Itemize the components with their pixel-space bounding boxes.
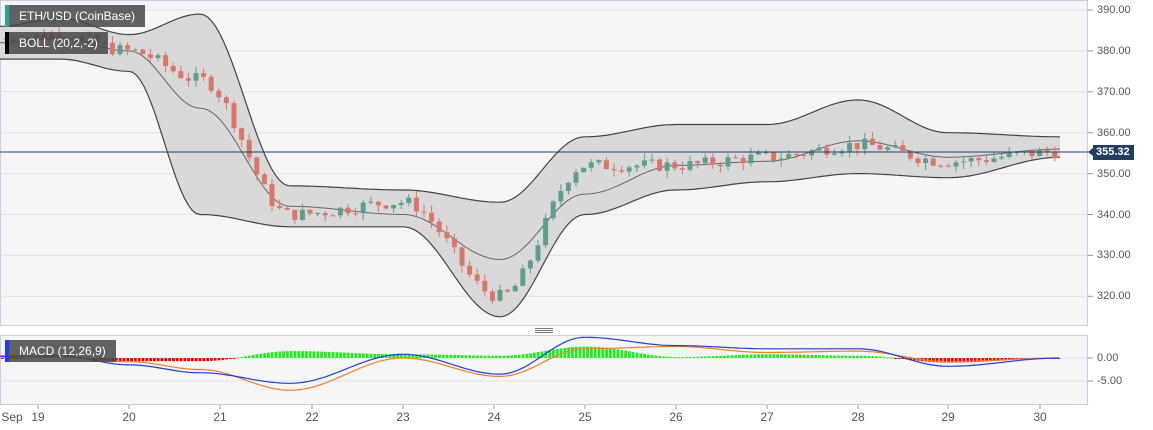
time-tick: 24 bbox=[487, 410, 501, 424]
time-tick: 20 bbox=[122, 410, 136, 424]
time-tick: 26 bbox=[669, 410, 683, 424]
macd-legend[interactable]: MACD (12,26,9) bbox=[5, 340, 116, 362]
macd-plot-area[interactable] bbox=[0, 335, 1088, 405]
price-tick: 380.00 bbox=[1097, 45, 1131, 57]
bollinger-lower-line bbox=[0, 58, 1061, 318]
boll-legend-label: BOLL (20,2,-2) bbox=[19, 36, 98, 50]
macd-color-marker bbox=[5, 340, 9, 362]
symbol-color-marker bbox=[5, 5, 9, 27]
boll-color-marker bbox=[5, 32, 9, 54]
macd-signal-line bbox=[0, 345, 1059, 391]
macd-line bbox=[0, 336, 1059, 384]
macd-histogram bbox=[1, 346, 1061, 363]
time-tick: 19 bbox=[31, 410, 45, 424]
macd-tick: -5.00 bbox=[1097, 375, 1123, 387]
time-tick: 23 bbox=[396, 410, 410, 424]
macd-tick: 0.00 bbox=[1097, 352, 1119, 364]
time-tick: 22 bbox=[305, 410, 319, 424]
time-tick: 28 bbox=[851, 410, 865, 424]
price-tick: 370.00 bbox=[1097, 86, 1131, 98]
pane-resize-handle[interactable] bbox=[535, 328, 553, 333]
symbol-legend[interactable]: ETH/USD (CoinBase) bbox=[5, 5, 146, 27]
time-tick: 30 bbox=[1033, 410, 1047, 424]
current-price-label: 355.32 bbox=[1088, 145, 1134, 160]
bollinger-upper-line bbox=[0, 13, 1060, 203]
price-tick: 330.00 bbox=[1097, 249, 1131, 261]
bollinger-middle-line bbox=[0, 38, 1060, 261]
price-tick: 320.00 bbox=[1097, 290, 1131, 302]
price-tick: 350.00 bbox=[1097, 168, 1131, 180]
time-tick: Sep bbox=[1, 410, 23, 424]
axis-tick-marks bbox=[37, 9, 1093, 409]
macd-legend-label: MACD (12,26,9) bbox=[19, 344, 106, 358]
time-tick: 27 bbox=[760, 410, 774, 424]
price-tick: 390.00 bbox=[1097, 4, 1131, 16]
symbol-legend-label: ETH/USD (CoinBase) bbox=[19, 9, 136, 23]
time-tick: 25 bbox=[578, 410, 592, 424]
price-tick: 360.00 bbox=[1097, 127, 1131, 139]
time-tick: 21 bbox=[213, 410, 227, 424]
boll-legend[interactable]: BOLL (20,2,-2) bbox=[5, 32, 108, 54]
price-tick: 340.00 bbox=[1097, 209, 1131, 221]
time-tick: 29 bbox=[941, 410, 955, 424]
candlesticks bbox=[3, 27, 1058, 305]
